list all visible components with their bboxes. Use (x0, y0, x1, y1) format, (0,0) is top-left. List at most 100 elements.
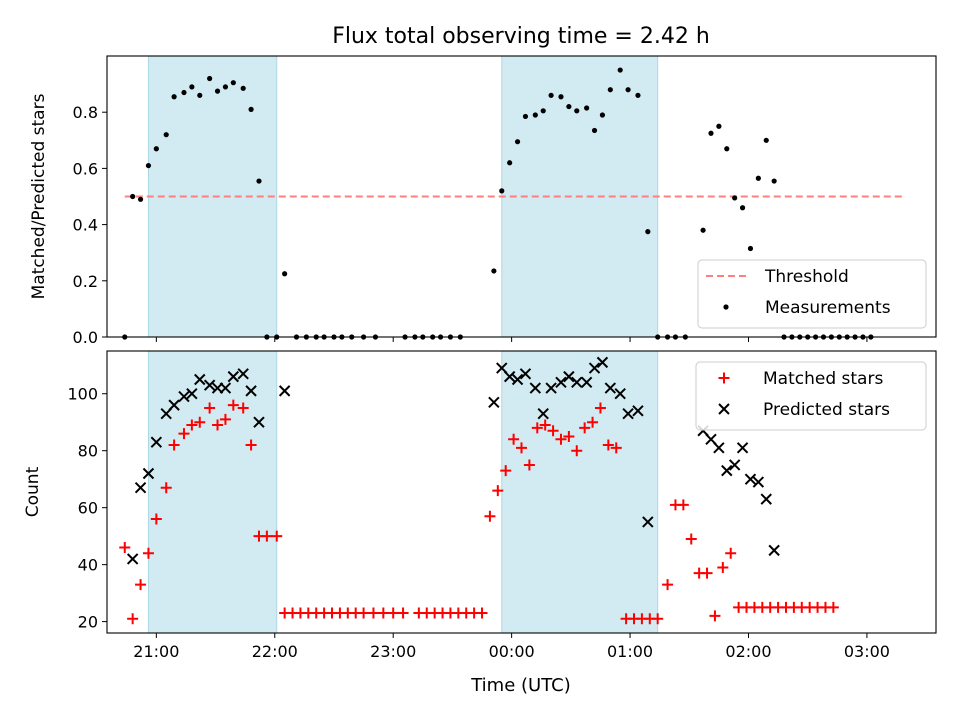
measurement-point (240, 85, 246, 91)
matched-stars-point (602, 439, 614, 451)
predicted-stars-point (571, 376, 583, 389)
axes-frame (106, 55, 937, 338)
matched-stars-point (539, 419, 551, 431)
predicted-stars-point (632, 405, 644, 417)
predicted-stars-point (488, 396, 500, 408)
measurement-point (645, 229, 651, 235)
measurement-point (548, 92, 554, 98)
matched-stars-point (725, 547, 737, 559)
chart-title: Flux total observing time = 2.42 h (332, 24, 710, 49)
measurement-point (566, 103, 572, 110)
measurement-point (574, 108, 580, 114)
y-tick-label: 100 (67, 385, 98, 404)
measurement-point (584, 105, 590, 111)
measurement-point (755, 175, 761, 181)
measurement-point (625, 87, 631, 93)
matched-stars-point (579, 422, 591, 434)
matched-stars-point (135, 579, 147, 591)
y-axis-label: Matched/Predicted stars (29, 93, 49, 299)
x-tick-label: 22:00 (252, 642, 298, 661)
y-tick-label: 0.4 (73, 216, 98, 235)
legend-box (697, 259, 927, 329)
predicted-stars-point (580, 376, 593, 389)
measurement-point (591, 127, 598, 134)
predicted-stars-point (596, 356, 609, 369)
matched-stars-point (523, 459, 535, 471)
matched-stars-point (160, 482, 172, 494)
measurement-point (248, 106, 254, 112)
matched-stars-point (685, 533, 697, 545)
predicted-stars-point (253, 416, 265, 428)
matched-stars-point (516, 442, 527, 454)
predicted-stars-point (142, 467, 155, 480)
matched-stars-point (212, 419, 224, 431)
legend-predicted-swatch (718, 403, 730, 415)
legend-label: Measurements (765, 298, 891, 318)
measurement-point (739, 205, 746, 211)
matched-stars-point (594, 402, 606, 414)
matched-stars-point (178, 428, 190, 440)
measurement-point (491, 268, 497, 274)
measurement-point (558, 94, 564, 100)
matched-stars-point (142, 547, 154, 559)
predicted-stars-point (245, 385, 257, 397)
x-tick-label: 00:00 (489, 642, 535, 661)
predicted-stars-point (168, 399, 180, 411)
predicted-stars-point (203, 379, 216, 391)
matched-stars-point (717, 561, 729, 573)
bottom-panel: 20 40 60 80 100 21:00 22:00 23:00 00:00 01:00 02:0… (23, 350, 937, 661)
matched-stars-point (587, 416, 599, 428)
measurement-point (181, 89, 187, 96)
measurement-point (130, 193, 136, 200)
predicted-stars-point (511, 373, 524, 386)
y-tick-label: 80 (78, 442, 98, 461)
measurement-point (617, 67, 623, 73)
predicted-stars-point (614, 388, 626, 400)
matched-stars-point (531, 422, 543, 434)
matched-stars-point (150, 513, 162, 525)
y-tick-label: 60 (78, 499, 98, 518)
matched-stars-point (219, 413, 231, 425)
predicted-stars-point (768, 544, 780, 557)
predicted-stars-point (721, 464, 733, 477)
matched-stars-point (484, 510, 496, 522)
matched-stars-point (271, 530, 283, 542)
x-tick-label: 21:00 (133, 642, 179, 661)
predicted-stars-point (503, 370, 516, 383)
measurement-point (145, 162, 152, 169)
predicted-stars-point (278, 385, 291, 397)
matched-stars-point (508, 433, 520, 445)
x-tick-label: 03:00 (844, 642, 890, 661)
measurement-point (708, 130, 714, 136)
y-tick-label: 0.8 (73, 103, 98, 122)
measurement-point (522, 113, 529, 120)
legend-matched-swatch (718, 372, 730, 384)
measurement-point (763, 137, 769, 143)
predicted-stars-point (713, 442, 725, 454)
matched-stars-point (261, 530, 273, 542)
predicted-stars-point (744, 473, 757, 485)
matched-stars-point (194, 416, 206, 428)
measurement-point (282, 271, 288, 277)
matched-stars-point (387, 607, 399, 619)
matched-stars-point (377, 607, 389, 619)
measurement-point (189, 84, 195, 90)
predicted-stars-point (760, 493, 772, 505)
matched-stars-point (204, 402, 216, 414)
matched-stars-point (397, 607, 409, 619)
measurement-point (163, 132, 169, 138)
legend-measurements-swatch (723, 304, 729, 310)
legend-label: Threshold (764, 267, 849, 287)
predicted-stars-point (178, 390, 190, 403)
shaded-interval (501, 350, 659, 634)
measurement-point (230, 80, 236, 86)
predicted-stars-point (219, 382, 232, 394)
measurement-point (724, 146, 730, 152)
x-tick-label: 01:00 (607, 642, 653, 661)
predicted-stars-point (186, 388, 198, 400)
matched-stars-point (701, 567, 713, 579)
measurement-point (507, 160, 513, 166)
matched-stars-point (186, 419, 198, 431)
matched-stars-point (500, 465, 512, 477)
